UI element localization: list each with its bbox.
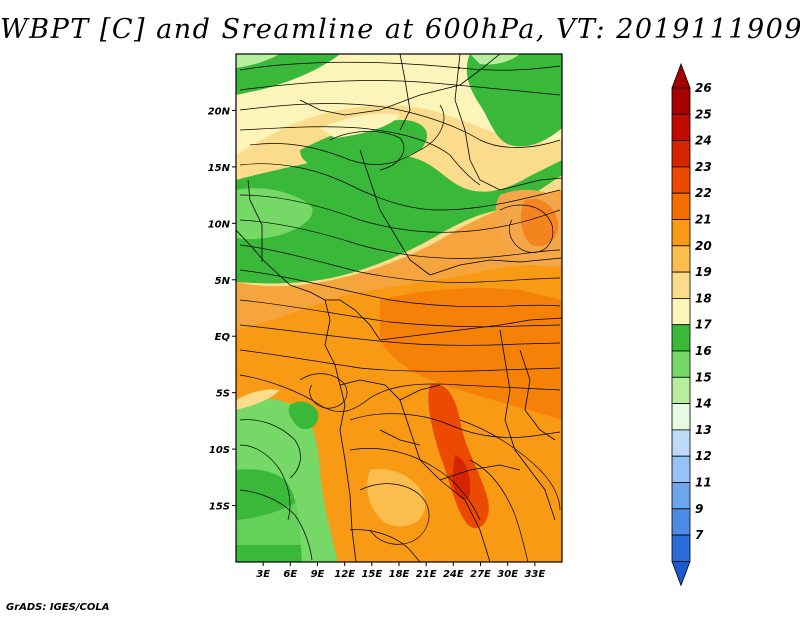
lat-tick-label: 10N: [208, 219, 231, 230]
colorbar-segment: [671, 297, 691, 326]
lon-tick-label: 27E: [470, 569, 491, 580]
latitude-axis: 20N 15N 10N 5N EQ 5S 10S 15S: [208, 106, 236, 513]
colorbar-segment: [671, 87, 691, 115]
longitude-axis: 3E 6E 9E 12E 15E 18E 21E 24E 27E 30E 33E: [256, 562, 545, 580]
colorbar-label: 21: [695, 213, 712, 227]
colorbar-segment: [671, 376, 691, 404]
colorbar-segment: [671, 140, 691, 168]
wbpt-field: [236, 54, 562, 562]
colorbar-label: 14: [695, 397, 712, 411]
colorbar-label: 15: [695, 370, 712, 384]
lat-tick-label: 5N: [215, 276, 231, 287]
colorbar-label: 11: [695, 476, 712, 490]
lat-tick-label: EQ: [215, 332, 231, 343]
colorbar-label: 26: [695, 81, 712, 95]
colorbar-segment: [671, 245, 691, 273]
grads-credit: GrADS: IGES/COLA: [6, 602, 110, 613]
colorbar-segment: [671, 403, 691, 431]
colorbar-segment: [671, 192, 691, 220]
colorbar-segment: [671, 455, 691, 483]
colorbar-label: 22: [695, 186, 712, 200]
lon-tick-label: 9E: [311, 569, 325, 580]
colorbar-segment: [671, 219, 691, 247]
colorbar-top-arrow: [671, 62, 691, 89]
colorbar-segment: [671, 166, 691, 194]
lon-tick-label: 12E: [334, 569, 355, 580]
lat-tick-label: 20N: [208, 106, 231, 117]
chart-title: WBPT [C] and Sreamline at 600hPa, VT: 20…: [0, 14, 800, 45]
lat-tick-label: 15S: [209, 502, 230, 513]
colorbar-label: 24: [695, 134, 712, 148]
colorbar-segment: [671, 534, 691, 562]
colorbar-bottom-arrow: [671, 561, 691, 587]
colorbar-label: 13: [695, 423, 712, 437]
colorbar-segment: [671, 482, 691, 510]
lat-tick-label: 15N: [208, 163, 231, 174]
lon-tick-label: 18E: [389, 569, 410, 580]
lon-tick-label: 24E: [443, 569, 464, 580]
colorbar-label: 19: [695, 265, 712, 279]
colorbar-label: 20: [695, 239, 712, 253]
lon-tick-label: 30E: [497, 569, 518, 580]
colorbar: 26 25 24 23 22 21 20 19 18 17 16 15 14 13 12 11 9 7: [671, 62, 712, 587]
colorbar-segment: [671, 271, 691, 299]
colorbar-label: 18: [695, 291, 712, 305]
lon-tick-label: 15E: [361, 569, 382, 580]
lon-tick-label: 3E: [256, 569, 270, 580]
lon-tick-label: 6E: [283, 569, 297, 580]
colorbar-label: 25: [695, 107, 712, 121]
colorbar-label: 9: [695, 502, 703, 516]
colorbar-label: 16: [695, 344, 712, 358]
colorbar-label: 12: [695, 449, 712, 463]
colorbar-label: 17: [695, 318, 712, 332]
colorbar-segment: [671, 429, 691, 457]
lat-tick-label: 5S: [216, 389, 230, 400]
lat-tick-label: 10S: [209, 445, 230, 456]
colorbar-segment: [671, 508, 691, 536]
colorbar-segment: [671, 350, 691, 378]
lon-tick-label: 21E: [416, 569, 437, 580]
lon-tick-label: 33E: [524, 569, 545, 580]
colorbar-label: 7: [695, 528, 704, 542]
colorbar-segment: [671, 324, 691, 352]
colorbar-segment: [671, 113, 691, 142]
colorbar-label: 23: [695, 160, 712, 174]
streamlines: [239, 61, 561, 562]
country-borders: [236, 54, 562, 562]
